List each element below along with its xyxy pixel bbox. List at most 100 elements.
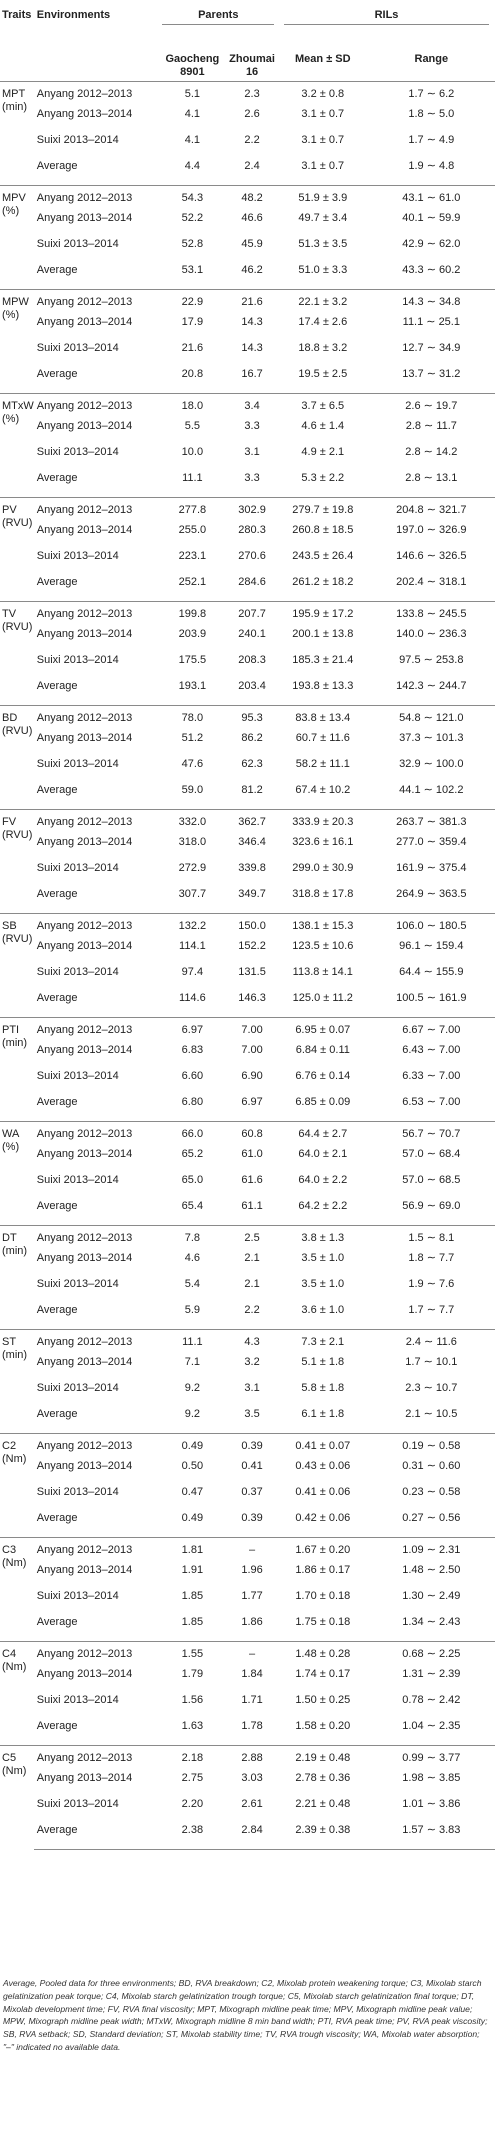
gaocheng-value: 17.9 — [181, 315, 204, 328]
zhoumai-value: – — [226, 1537, 278, 1564]
mean-sd-value: 3.1 ± 0.7 — [301, 133, 345, 146]
mean-sd-value: 7.3 ± 2.1 — [277, 1329, 368, 1356]
mean-sd-value: 123.5 ± 10.6 — [292, 939, 354, 952]
zhoumai-value: 1.71 — [241, 1693, 263, 1706]
table-row: Average 307.7 349.7 318.8 ± 17.8 264.9 ∼ 363… — [0, 888, 495, 914]
table-row: C4 (Nm) Anyang 2012–2013 1.55–1.48 ± 0.28 0.… — [0, 1641, 495, 1746]
zhoumai-value: 3.5 — [244, 1407, 260, 1420]
gaocheng-value: 1.85 — [181, 1615, 204, 1628]
environment-cell: Average — [36, 575, 78, 588]
range-value: 42.9 ∼ 62.0 — [402, 237, 461, 250]
mean-sd-value: 138.1 ± 15.3 — [277, 913, 368, 940]
gaocheng-value: 1.85 — [181, 1589, 204, 1602]
mean-sd-value: 279.7 ± 19.8 — [277, 497, 368, 524]
range-value: 56.9 ∼ 69.0 — [402, 1199, 461, 1212]
environment-cell: Suixi 2013–2014 — [36, 1069, 119, 1082]
environment-cell: Average — [36, 1511, 78, 1524]
mean-sd-value: 3.1 ± 0.7 — [301, 159, 345, 172]
range-value: 0.23 ∼ 0.58 — [402, 1485, 461, 1498]
table-row: Anyang 2013–2014 6.83 7.00 6.84 ± 0.11 6.43 … — [0, 1044, 495, 1070]
zhoumai-value: 46.6 — [241, 211, 263, 224]
header-traits: Traits — [2, 9, 32, 21]
range-value: 57.0 ∼ 68.5 — [402, 1173, 461, 1186]
environment-cell: Suixi 2013–2014 — [36, 133, 119, 146]
table-row: ST (min) Anyang 2012–2013 11.1 4.3 7.3 ± 2.1 2… — [0, 1329, 495, 1434]
range-value: 56.7 ∼ 70.7 — [367, 1121, 495, 1148]
table-row: Average 9.2 3.5 6.1 ± 1.8 2.1 ∼ 10.5 — [0, 1408, 495, 1434]
mean-sd-value: 51.3 ± 3.5 — [298, 237, 348, 250]
zhoumai-value: 346.4 — [238, 835, 266, 848]
range-value: 1.7 ∼ 7.7 — [408, 1303, 455, 1316]
gaocheng-value: 52.2 — [181, 211, 204, 224]
environment-cell: Suixi 2013–2014 — [36, 1797, 119, 1810]
table-row: C2 (Nm) Anyang 2012–2013 0.49 0.39 0.41 ± 0.0… — [0, 1433, 495, 1538]
header-range: Range — [414, 53, 449, 65]
table-row: Suixi 2013–2014 9.2 3.1 5.8 ± 1.8 2.3 ∼ 10.7 — [0, 1382, 495, 1408]
environment-cell: Average — [36, 159, 78, 172]
range-value: 1.7 ∼ 4.9 — [408, 133, 455, 146]
zhoumai-value: – — [226, 1641, 278, 1668]
table-row: Anyang 2013–2014 5.5 3.3 4.6 ± 1.4 2.8 ∼ 11.… — [0, 420, 495, 446]
gaocheng-value: 10.0 — [181, 445, 204, 458]
mean-sd-value: 0.42 ± 0.06 — [295, 1511, 351, 1524]
zhoumai-value: 62.3 — [241, 757, 263, 770]
zhoumai-value: 3.1 — [244, 445, 260, 458]
mean-sd-value: 113.8 ± 14.1 — [292, 965, 353, 978]
environment-cell: Average — [36, 1719, 78, 1732]
environment-cell: Average — [33, 1823, 159, 1850]
table-row: PV (RVU) Anyang 2012–2013 277.8 302.9 279.7 ±… — [0, 497, 495, 602]
mean-sd-value: 318.8 ± 17.8 — [292, 887, 354, 900]
zhoumai-value: 362.7 — [226, 809, 278, 836]
table-row: Suixi 2013–2014 65.0 61.6 64.0 ± 2.2 57.0 ∼ … — [0, 1174, 495, 1200]
table-row: Anyang 2013–2014 65.2 61.0 64.0 ± 2.1 57.0 ∼… — [0, 1148, 495, 1174]
mean-sd-value: 22.1 ± 3.2 — [277, 289, 368, 316]
table-row: Average 2.38 2.84 2.39 ± 0.38 1.57 ∼ 3.83 — [0, 1823, 495, 1850]
zhoumai-value: 150.0 — [226, 913, 278, 940]
environment-cell: Anyang 2012–2013 — [33, 289, 159, 316]
environment-cell: Anyang 2012–2013 — [33, 497, 159, 524]
zhoumai-value: 146.3 — [238, 991, 266, 1004]
environment-cell: Average — [36, 887, 78, 900]
range-value: 40.1 ∼ 59.9 — [402, 211, 461, 224]
mean-sd-value: 51.9 ± 3.9 — [277, 185, 368, 212]
gaocheng-value: 9.2 — [184, 1407, 201, 1420]
range-value: 0.99 ∼ 3.77 — [367, 1745, 495, 1772]
gaocheng-value: 21.6 — [181, 341, 204, 354]
environment-cell: Suixi 2013–2014 — [36, 237, 119, 250]
mean-sd-value: 51.0 ± 3.3 — [298, 263, 348, 276]
zhoumai-value: 2.2 — [244, 1303, 260, 1316]
range-value: 44.1 ∼ 102.2 — [399, 783, 464, 796]
trait-label: WA (%) — [0, 1121, 34, 1226]
environment-cell: Average — [36, 263, 78, 276]
environment-cell: Suixi 2013–2014 — [36, 1173, 119, 1186]
table-row: FV (RVU) Anyang 2012–2013 332.0 362.7 333.9 ±… — [0, 809, 495, 914]
table-row: Suixi 2013–2014 6.60 6.90 6.76 ± 0.14 6.33 ∼… — [0, 1070, 495, 1096]
environment-cell: Anyang 2012–2013 — [33, 393, 159, 420]
zhoumai-value: 2.5 — [226, 1225, 278, 1252]
mean-sd-value: 0.43 ± 0.06 — [295, 1459, 351, 1472]
table-row: Suixi 2013–2014 4.1 2.2 3.1 ± 0.7 1.7 ∼ 4.9 — [0, 134, 495, 160]
gaocheng-value: 51.2 — [181, 731, 204, 744]
environment-cell: Average — [36, 679, 78, 692]
environment-cell: Anyang 2013–2014 — [36, 1459, 133, 1472]
mean-sd-value: 1.48 ± 0.28 — [277, 1641, 368, 1668]
zhoumai-value: 2.2 — [244, 133, 260, 146]
range-value: 6.43 ∼ 7.00 — [402, 1043, 461, 1056]
zhoumai-value: 6.90 — [241, 1069, 263, 1082]
gaocheng-value: 2.18 — [158, 1745, 227, 1772]
trait-label: FV (RVU) — [0, 809, 34, 914]
gaocheng-value: 97.4 — [181, 965, 204, 978]
environment-cell: Anyang 2013–2014 — [36, 1771, 133, 1784]
environment-cell: Suixi 2013–2014 — [36, 445, 119, 458]
table-row: Suixi 2013–2014 47.6 62.3 58.2 ± 11.1 32.9 ∼… — [0, 758, 495, 784]
zhoumai-value: 46.2 — [241, 263, 263, 276]
table-row: Suixi 2013–2014 1.85 1.77 1.70 ± 0.18 1.30 ∼… — [0, 1590, 495, 1616]
mean-sd-value: 1.50 ± 0.25 — [295, 1693, 351, 1706]
table-row: MPW (%) Anyang 2012–2013 22.9 21.6 22.1 ± 3.2… — [0, 289, 495, 394]
table-row: Anyang 2013–2014 318.0 346.4 323.6 ± 16.1 27… — [0, 836, 495, 862]
mean-sd-value: 3.2 ± 0.8 — [277, 81, 368, 108]
range-value: 142.3 ∼ 244.7 — [396, 679, 467, 692]
zhoumai-value: 60.8 — [226, 1121, 278, 1148]
table-row: Average 1.63 1.78 1.58 ± 0.20 1.04 ∼ 2.35 — [0, 1720, 495, 1746]
zhoumai-value: 2.88 — [226, 1745, 278, 1772]
